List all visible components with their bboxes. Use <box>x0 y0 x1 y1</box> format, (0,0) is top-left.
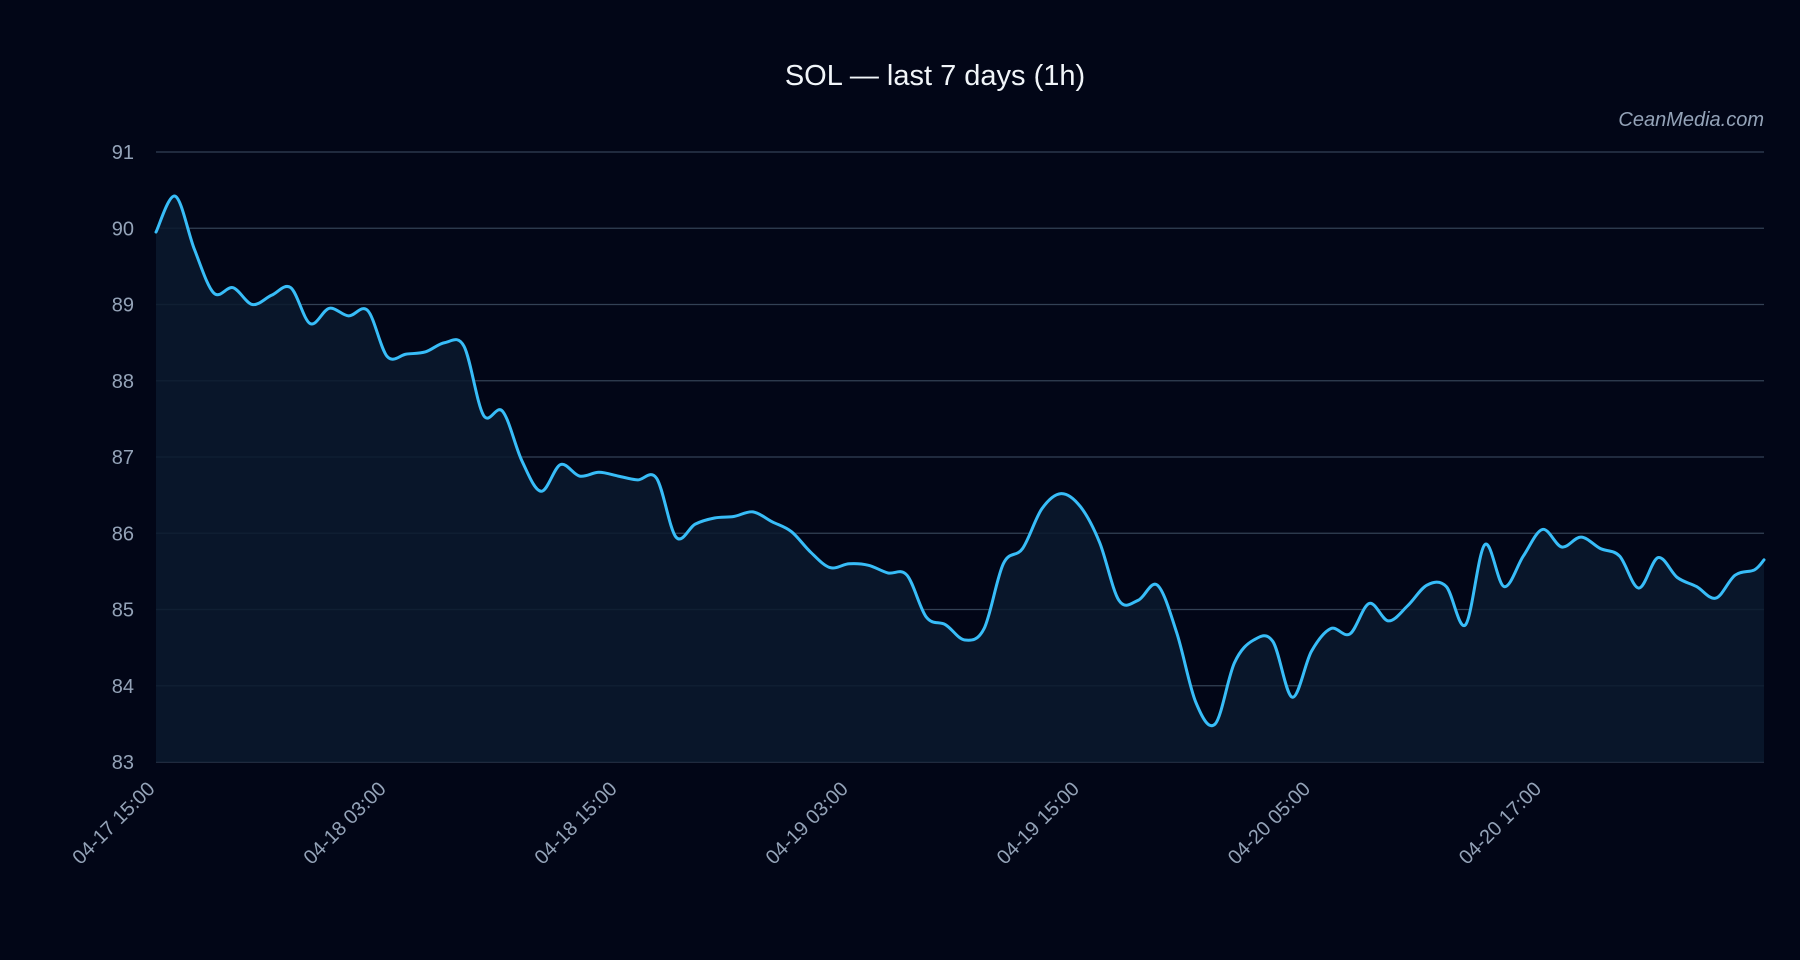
y-tick-label: 85 <box>112 600 134 622</box>
x-tick-label: 04-20 05:00 <box>1224 778 1315 869</box>
watermark: CeanMedia.com <box>1618 109 1764 131</box>
y-tick-label: 87 <box>112 447 134 469</box>
x-tick-label: 04-19 15:00 <box>993 778 1084 869</box>
series-area <box>156 196 1764 762</box>
y-tick-label: 88 <box>112 371 134 393</box>
y-tick-label: 89 <box>112 295 134 317</box>
y-tick-label: 83 <box>112 752 134 774</box>
y-tick-label: 86 <box>112 523 134 545</box>
chart-title: SOL — last 7 days (1h) <box>785 60 1085 92</box>
x-tick-label: 04-17 15:00 <box>68 778 159 869</box>
y-tick-label: 90 <box>112 218 134 240</box>
x-axis: 04-17 15:00 04-18 03:00 04-18 15:00 04-19 0… <box>68 778 1546 869</box>
x-tick-label: 04-20 17:00 <box>1455 778 1546 869</box>
x-tick-label: 04-19 03:00 <box>762 778 853 869</box>
y-tick-label: 91 <box>112 142 134 164</box>
y-tick-label: 84 <box>112 676 134 698</box>
series-line <box>154 194 1766 728</box>
plot-area <box>154 194 1766 762</box>
x-tick-label: 04-18 15:00 <box>531 778 622 869</box>
y-axis: 83 84 85 86 87 88 89 90 91 <box>112 142 134 774</box>
x-tick-label: 04-18 03:00 <box>300 778 391 869</box>
